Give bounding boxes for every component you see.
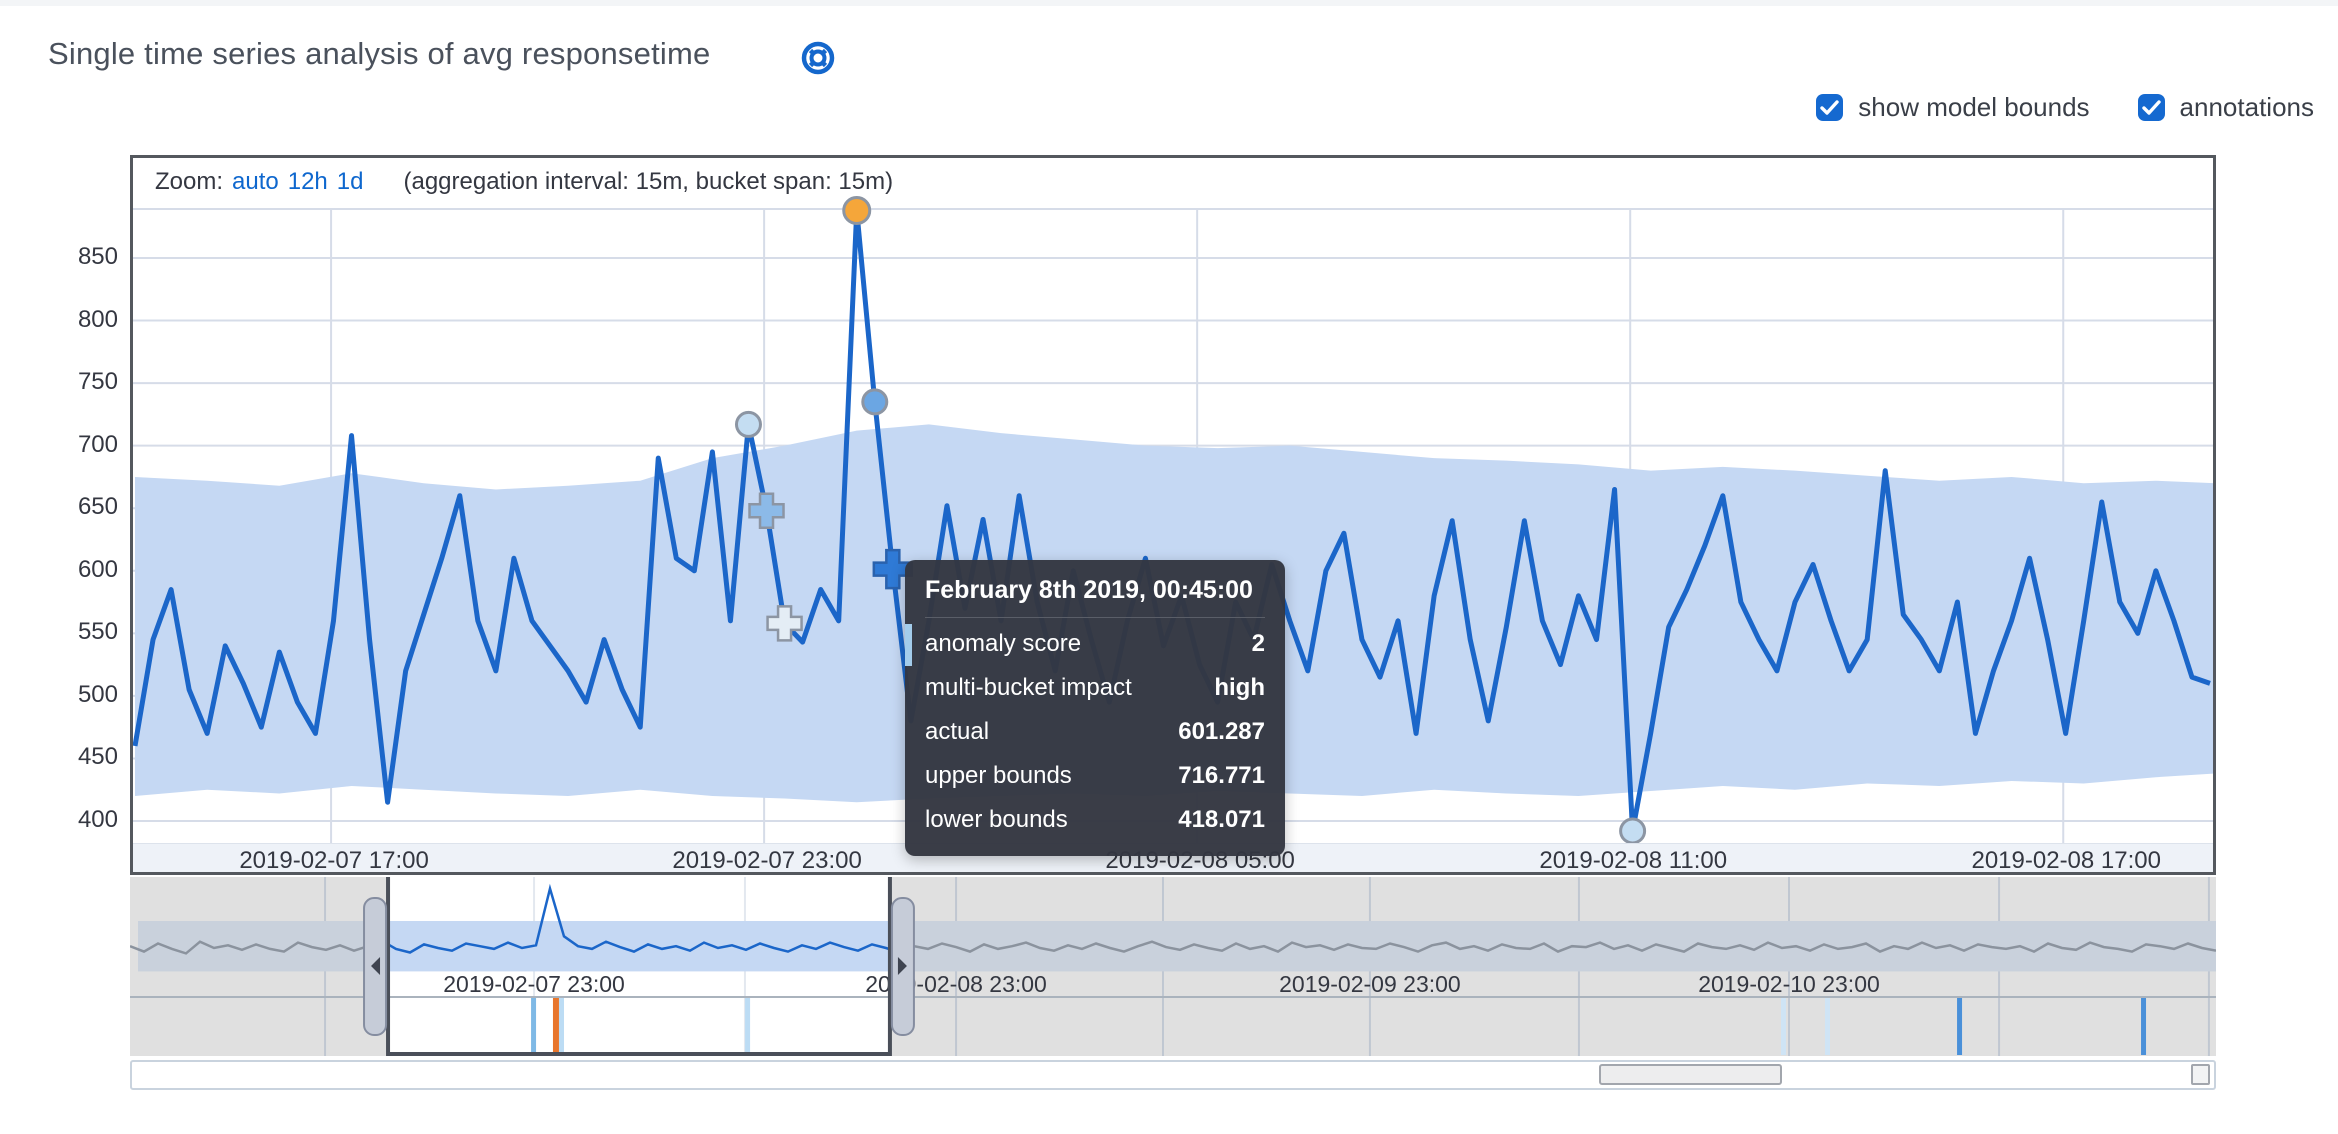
annotation-mark-light[interactable] xyxy=(745,998,751,1055)
multibucket-marker-warning[interactable] xyxy=(748,492,785,529)
annotation-mark-orange[interactable] xyxy=(552,998,559,1055)
checkbox-label: annotations xyxy=(2179,92,2314,122)
anomaly-marker-major[interactable] xyxy=(842,195,872,225)
page-title: Single time series analysis of avg respo… xyxy=(48,36,711,71)
scrollbar-corner[interactable] xyxy=(2191,1064,2210,1085)
tooltip-row-value: 601.287 xyxy=(1178,718,1265,745)
x-tick-label: 2019-02-08 11:00 xyxy=(1539,847,1728,874)
life-ring-icon[interactable] xyxy=(800,40,836,76)
scrollbar-thumb[interactable] xyxy=(1599,1064,1783,1085)
tooltip-row: anomaly score 2 xyxy=(905,622,1265,666)
annotation-mark-blue[interactable] xyxy=(2141,998,2147,1055)
annotation-mark-light[interactable] xyxy=(559,998,565,1055)
tooltip-row-label: multi-bucket impact xyxy=(925,674,1132,701)
tooltip-row: multi-bucket impact high xyxy=(925,666,1265,710)
y-tick-label: 550 xyxy=(77,618,118,646)
tooltip-title: February 8th 2019, 00:45:00 xyxy=(925,576,1265,618)
y-tick-label: 850 xyxy=(77,243,118,270)
y-tick-label: 650 xyxy=(77,493,118,521)
anomaly-marker-low[interactable] xyxy=(1619,817,1647,845)
context-x-label: 2019-02-10 23:00 xyxy=(1698,971,1880,997)
checkbox-check-icon[interactable] xyxy=(1816,94,1844,121)
left-handle-arrow-icon xyxy=(371,957,381,975)
zoom-links: auto 12h 1d xyxy=(232,168,372,196)
x-tick-label: 2019-02-07 23:00 xyxy=(672,847,862,874)
tooltip-row-value: 2 xyxy=(1251,630,1265,657)
zoom-label: Zoom: xyxy=(155,168,224,195)
tooltip-row-value: 418.071 xyxy=(1178,806,1265,833)
checkbox-annotations[interactable]: annotations xyxy=(2137,92,2314,123)
severity-marker xyxy=(905,624,912,666)
checkbox-show-model-bounds[interactable]: show model bounds xyxy=(1816,92,2090,123)
horizontal-scrollbar[interactable] xyxy=(130,1060,2216,1090)
multibucket-marker-hovered[interactable] xyxy=(872,548,914,590)
checkbox-check-icon[interactable] xyxy=(2137,94,2165,121)
y-tick-label: 400 xyxy=(77,805,118,833)
y-tick-label: 700 xyxy=(77,430,118,458)
zoom-link-12h[interactable]: 12h xyxy=(287,168,328,195)
tooltip-row-label: lower bounds xyxy=(925,806,1068,833)
zoom-link-1d[interactable]: 1d xyxy=(336,168,364,195)
tooltip-row-label: upper bounds xyxy=(925,762,1072,789)
annotation-mark-blue[interactable] xyxy=(1957,998,1963,1055)
tooltip-row-value: 716.771 xyxy=(1178,762,1265,789)
chart-toggles: show model bounds annotations xyxy=(1816,92,2314,123)
anomaly-tooltip: February 8th 2019, 00:45:00 anomaly scor… xyxy=(905,560,1285,856)
x-tick-label: 2019-02-08 17:00 xyxy=(1971,847,2161,874)
anomaly-marker-low[interactable] xyxy=(734,410,762,438)
context-chart[interactable]: 2019-02-07 23:00 2019-02-08 23:00 2019-02-… xyxy=(130,877,2216,1060)
anomaly-marker-warning[interactable] xyxy=(861,388,889,416)
zoom-link-auto[interactable]: auto xyxy=(232,168,279,195)
tooltip-row-value: high xyxy=(1214,674,1265,701)
annotation-mark-pale[interactable] xyxy=(1780,998,1786,1055)
page-top-edge xyxy=(0,0,2338,6)
tooltip-row: actual 601.287 xyxy=(925,710,1265,754)
tooltip-row-label: anomaly score xyxy=(925,630,1082,657)
tooltip-rows: anomaly score 2 multi-bucket impact high act… xyxy=(905,618,1265,842)
right-handle-arrow-icon xyxy=(897,957,907,975)
x-tick-label: 2019-02-07 17:00 xyxy=(239,847,429,874)
zoom-bar: Zoom: auto 12h 1d (aggregation interval: 1… xyxy=(155,168,893,196)
multibucket-marker-low[interactable] xyxy=(766,605,803,642)
annotation-mark-light-strong[interactable] xyxy=(531,998,537,1055)
tooltip-row: upper bounds 716.771 xyxy=(925,754,1265,798)
y-tick-label: 800 xyxy=(77,305,118,333)
tooltip-row-label: actual xyxy=(925,718,990,745)
context-x-label: 2019-02-07 23:00 xyxy=(443,971,625,997)
annotation-mark-pale[interactable] xyxy=(1825,998,1831,1055)
y-tick-label: 450 xyxy=(77,743,118,771)
checkbox-label: show model bounds xyxy=(1858,92,2090,122)
context-x-label: 2019-02-09 23:00 xyxy=(1279,971,1461,997)
interval-detail: (aggregation interval: 15m, bucket span:… xyxy=(403,168,894,195)
tooltip-row: lower bounds 418.071 xyxy=(925,798,1265,842)
y-tick-label: 600 xyxy=(77,555,118,583)
y-tick-label: 750 xyxy=(77,368,118,396)
y-tick-label: 500 xyxy=(77,680,118,708)
